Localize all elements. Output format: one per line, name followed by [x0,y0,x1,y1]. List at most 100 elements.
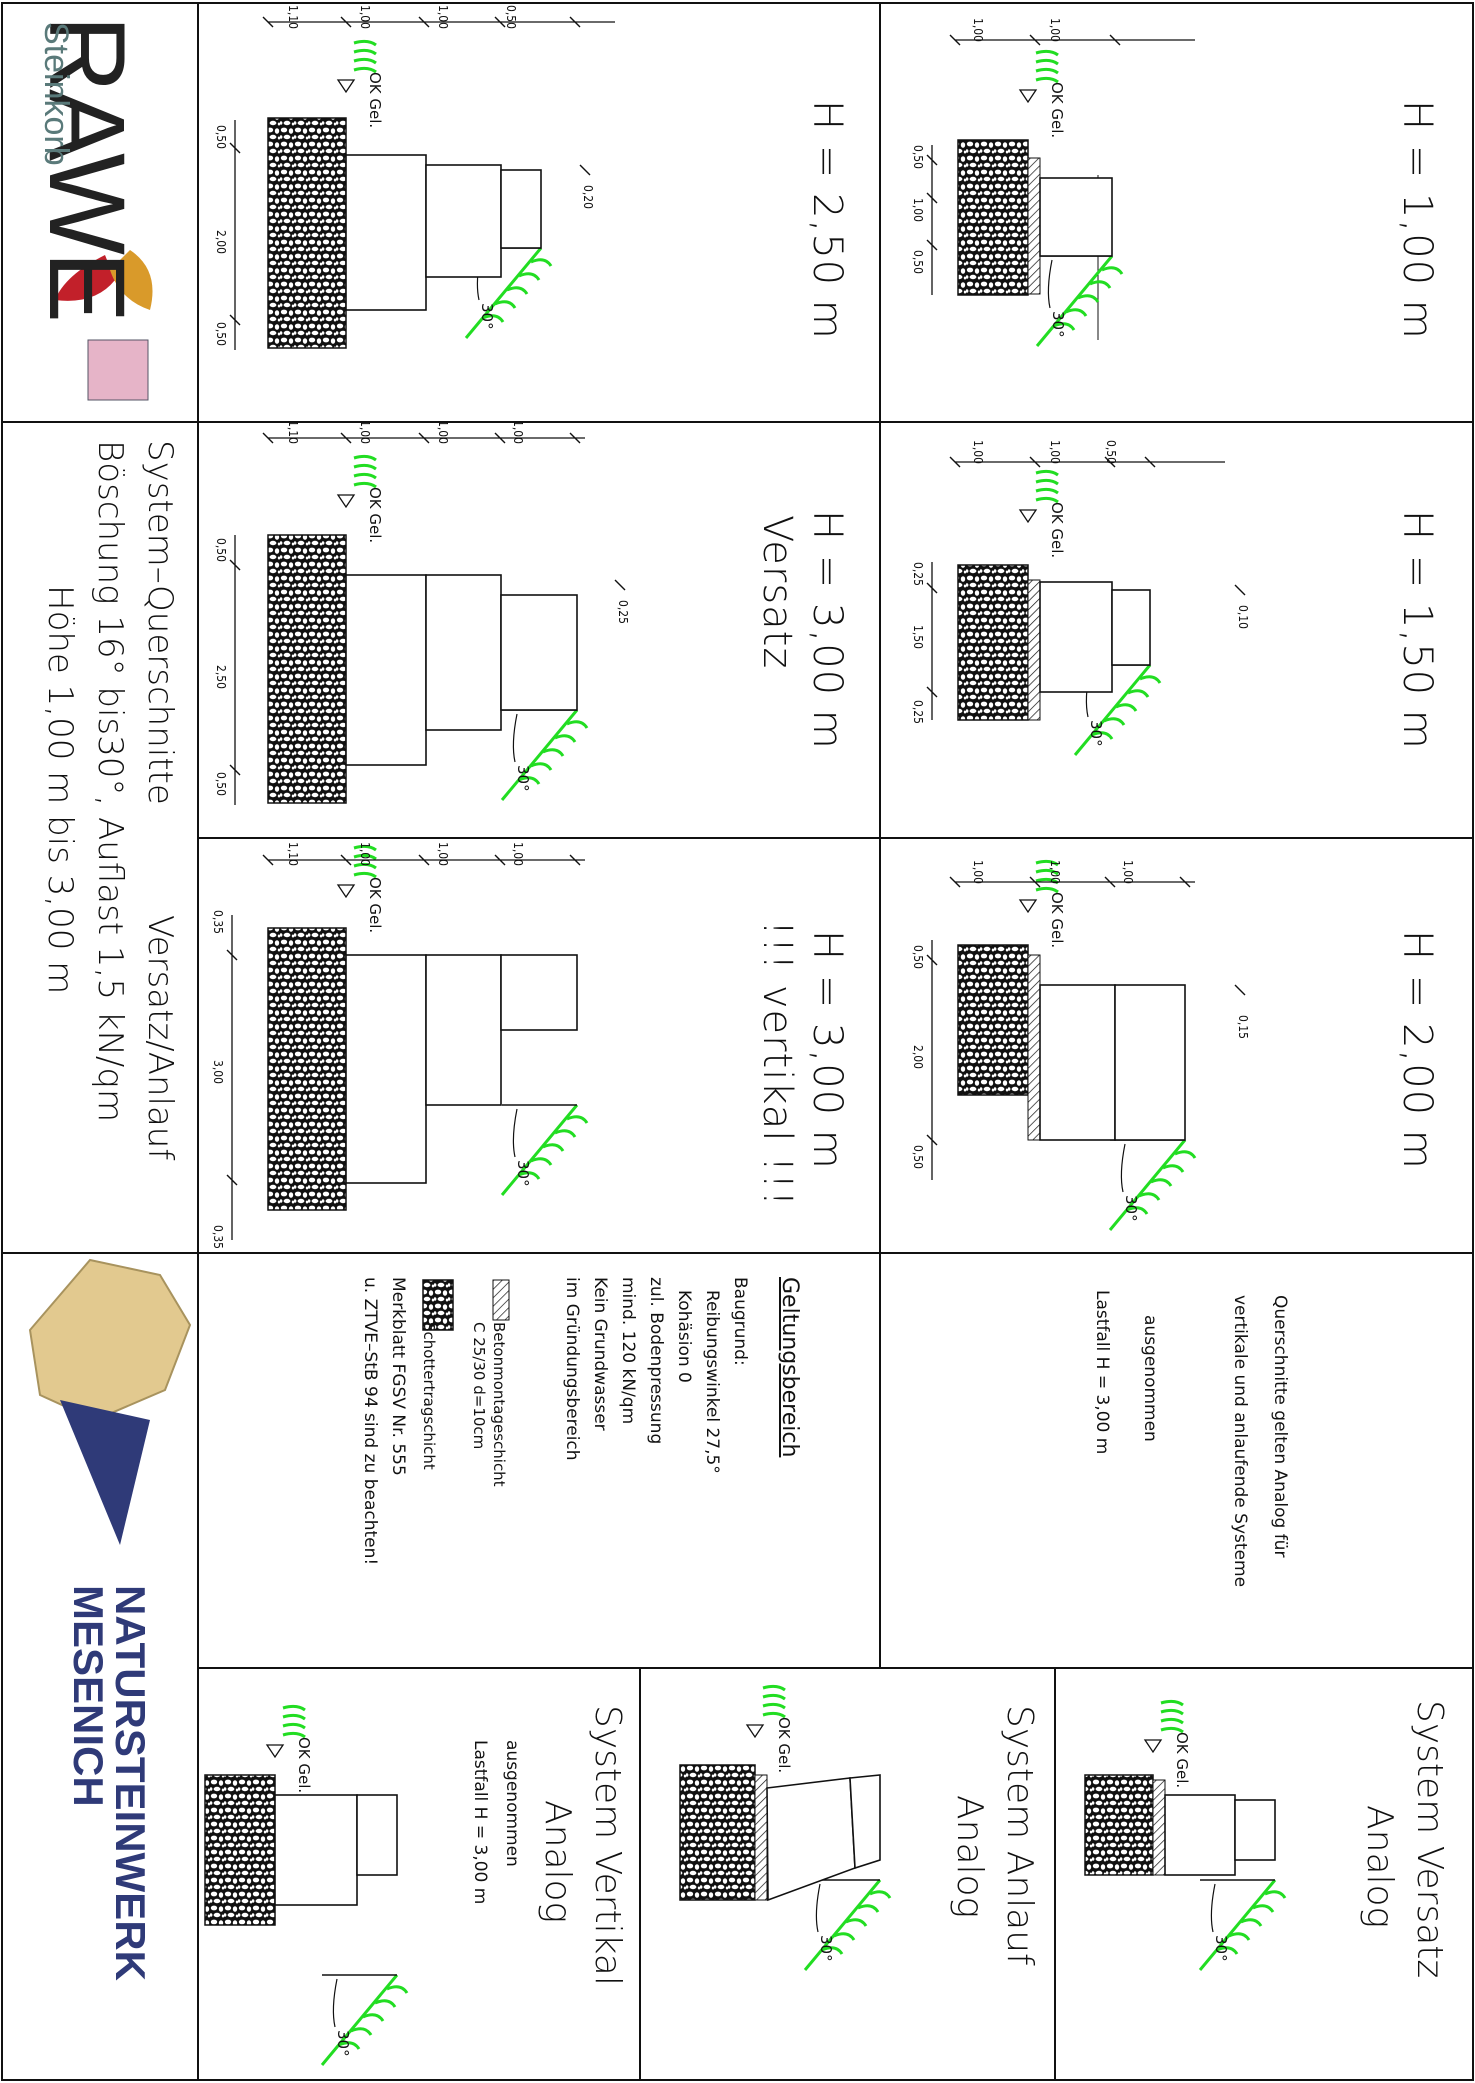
grass-tuft [1264,1890,1287,1899]
grass-tuft [482,314,505,323]
dim-h300k-top-1: 1,10 [286,842,300,867]
grass-tuft [353,871,377,879]
grass-tuft [1035,859,1059,867]
heading-h150: H = 1,50 m [1394,510,1440,750]
grass-tuft [518,272,541,281]
embankment-line [1035,255,1114,347]
angle-arc [1210,1883,1216,1933]
grass-tuft [530,258,553,267]
grass-tuft [542,1143,565,1152]
system-anlauf-1: System Anlauf [999,1705,1040,1966]
gravel-base-h100 [957,139,1029,296]
angle-arc [815,1883,821,1933]
dimension-tick [494,16,506,28]
dim-h100-side-3: 0,50 [911,250,925,275]
title-line3: Höhe 1,00 m bis 3,00 m [40,585,80,995]
grass-tuft [353,48,377,56]
grass-tuft [1160,1699,1184,1707]
dim-h300k-side-2: 3,00 [211,1060,225,1085]
dimension-tick [494,854,506,866]
grass-tuft [353,57,377,65]
grass-tuft [1035,49,1059,57]
angle-label: 30° [1049,311,1067,338]
grass-tuft [386,1985,409,1994]
brand-naturstein-1: NATURSTEINWERK [107,1585,154,1981]
embankment-line [500,1104,579,1196]
grass-tuft [353,472,377,480]
dim-h150-side-1: 0,25 [911,562,925,587]
ok-gel-label: OK Gel. [1173,1732,1191,1789]
dimension-tick [1179,876,1191,888]
grass-tuft [1103,717,1126,726]
embankment-line [464,247,543,339]
level-marker-triangle [336,79,356,94]
grass-tuft [1162,1164,1185,1173]
gabion-basket [1039,984,1116,1141]
system-versatz-2: Analog [1359,1805,1400,1929]
gabion-basket [1039,177,1113,257]
angle-arc [512,1108,518,1158]
grass-tuft [530,762,553,771]
gravel-base-h250 [267,117,347,349]
heading-h300-versatz: H = 3,00 m [804,510,850,750]
title-line1b: Versatz/Anlauf [140,915,180,1161]
dimension-tick [1104,456,1116,468]
grass-tuft [566,1115,589,1124]
system-vertikal-2: Analog [537,1800,578,1924]
angle-label: 30° [514,1160,532,1187]
angle-arc [1120,1143,1126,1193]
gravel-legend-swatch [422,1279,454,1331]
gabion-baskets [204,117,1276,1926]
brand-naturstein-2: MESENICH [65,1585,112,1807]
grass-tuft [1035,76,1059,84]
angle-arc [1047,259,1053,309]
grass-tuft [362,2013,385,2022]
dimension-tick [262,16,274,28]
dim-h150-side-2: 1,50 [911,625,925,650]
ok-gel-label: OK Gel. [366,877,384,934]
heading-h300-vertikal: H = 3,00 m [804,930,850,1170]
gabion-basket [425,954,502,1106]
rawe-bird-red-icon [55,255,115,301]
dim-h250-top-1: 1,10 [286,5,300,30]
embankment-line [1073,664,1152,756]
dim-h300v-top-1: 1,10 [286,420,300,445]
dimension-tick [229,314,241,326]
gravel-base-sys-anlauf [679,1764,756,1901]
dimension-tick [418,854,430,866]
dimension-tick [1234,984,1246,996]
grass-tuft [1139,675,1162,684]
dim-h300k-top-3: 1,00 [436,842,450,867]
level-marker-triangle [745,1724,765,1739]
dim-h200-side-3: 0,50 [911,1145,925,1170]
grass-tuft [1174,1150,1197,1159]
gabion-basket [1114,984,1186,1141]
grass-tuft [1077,294,1100,303]
blue-triangle-icon [60,1400,150,1545]
grass-tuft [506,286,529,295]
gabion-basket [1039,581,1113,693]
angle-label: 30° [514,765,532,792]
grass-tuft [1035,496,1059,504]
level-marker-triangle [265,1744,285,1759]
grass-tuft [282,1722,306,1730]
angle-label: 30° [1212,1935,1230,1962]
grass-tuft [1160,1726,1184,1734]
grass-tuft [857,1904,880,1913]
grass-tuft [554,1129,577,1138]
angle-arc [332,1978,338,2028]
grass-tuft [821,1946,844,1955]
dim-h300v-side-1: 0,50 [214,538,228,563]
dim-h300v-side-3: 0,50 [214,772,228,797]
gabion-basket [345,574,427,766]
grass-tuft [1035,58,1059,66]
heading-h200: H = 2,00 m [1394,930,1440,1170]
gabion-basket [356,1794,398,1876]
dimension-tick [949,876,961,888]
grass-tuft [494,300,517,309]
gravel-base-h300-vertikal [267,927,347,1211]
ok-gel-label: OK Gel. [775,1717,793,1774]
note-line3: ausgenommen [1140,1315,1160,1442]
natural-stone-icon [28,1258,192,1422]
